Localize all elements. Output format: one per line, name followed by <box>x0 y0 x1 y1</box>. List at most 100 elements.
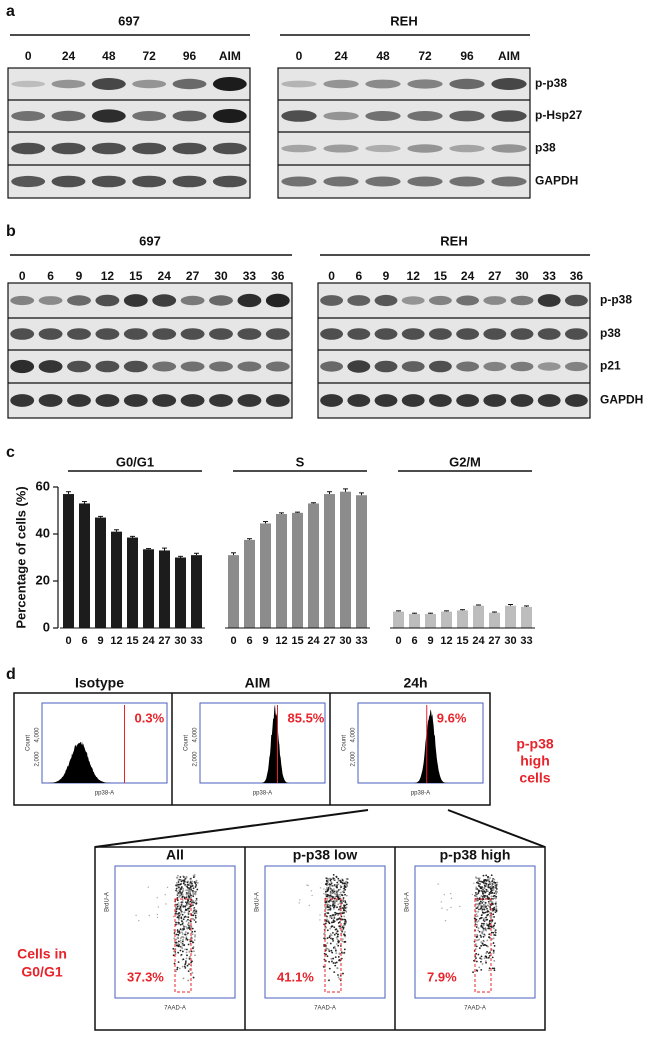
scatter-dot <box>343 915 346 918</box>
scatter-dot <box>181 950 184 953</box>
band <box>564 328 588 340</box>
scatter-dot <box>176 931 179 933</box>
bar <box>79 503 90 628</box>
scatter-dot <box>492 931 495 934</box>
scatter-dot <box>344 888 347 891</box>
scatter-dot <box>338 978 341 980</box>
scatter-dot <box>326 955 329 958</box>
scatter-dot <box>335 952 338 955</box>
scatter-dot <box>195 879 198 882</box>
bar <box>425 613 436 628</box>
scatter-dot <box>156 916 159 919</box>
band <box>428 295 452 306</box>
scatter-dot <box>344 901 347 904</box>
scatter-dot <box>484 895 487 897</box>
plot-area <box>41 702 168 784</box>
scatter-dot <box>185 925 187 928</box>
scatter-dot <box>482 940 485 943</box>
scatter-dot <box>481 911 484 914</box>
scatter-dot <box>186 964 189 967</box>
band <box>38 328 63 340</box>
gate-percent: 7.9% <box>427 969 457 984</box>
scatter-dot <box>336 918 339 921</box>
scatter-dot <box>482 927 485 930</box>
scatter-dot <box>179 923 182 926</box>
scatter-dot <box>179 876 182 878</box>
scatter-dot <box>342 909 345 912</box>
scatter-dot <box>191 960 193 963</box>
scatter-dot <box>190 896 192 899</box>
scatter-dot <box>183 880 186 883</box>
scatter-dot <box>326 905 329 908</box>
band <box>510 328 534 340</box>
scatter-dot <box>181 893 184 896</box>
bar <box>489 612 500 628</box>
scatter-dot <box>177 933 180 936</box>
gate-box <box>474 898 492 993</box>
bar <box>276 514 287 628</box>
scatter-dot <box>481 963 484 965</box>
x-tick-label: 24 <box>307 635 320 647</box>
band <box>152 361 177 372</box>
scatter-dot <box>181 933 184 935</box>
scatter-dot <box>179 928 182 931</box>
scatter-dot <box>338 917 341 920</box>
scatter-dot <box>337 877 340 880</box>
scatter-dot <box>344 918 347 921</box>
band <box>510 295 534 306</box>
scatter-dot <box>481 926 484 929</box>
scatter-dot <box>186 938 189 941</box>
scatter-dot <box>193 930 196 933</box>
scatter-dot <box>478 966 481 969</box>
scatter-dot <box>181 899 184 901</box>
scatter-dot <box>187 908 190 911</box>
scatter-dot <box>324 922 327 925</box>
scatter-dot <box>482 874 485 877</box>
band <box>237 361 262 372</box>
band <box>123 394 148 407</box>
scatter-dot <box>339 888 342 891</box>
scatter-dot <box>180 892 183 895</box>
scatter-dot <box>493 906 496 909</box>
scatter-dot <box>195 902 198 905</box>
scatter-dot <box>179 883 181 886</box>
band <box>172 110 207 122</box>
scatter-dot <box>147 886 149 888</box>
bar <box>505 605 516 628</box>
scatter-dot <box>489 906 492 908</box>
scatter-dot <box>446 909 448 911</box>
scatter-dot <box>176 929 179 931</box>
protein-label: p38 <box>600 326 621 340</box>
band <box>401 361 425 372</box>
scatter-dot <box>493 897 496 900</box>
band <box>123 328 148 340</box>
scatter-dot <box>175 913 178 916</box>
scatter-dot <box>174 906 177 909</box>
scatter-dot <box>487 876 490 878</box>
scatter-dot <box>194 899 197 902</box>
scatter-dot <box>195 912 198 914</box>
scatter-dot <box>187 922 190 925</box>
band <box>11 142 46 155</box>
scatter-dot <box>329 927 332 930</box>
scatter-dot <box>157 906 160 908</box>
scatter-dot <box>186 893 189 895</box>
protein-label: p-p38 <box>600 293 632 307</box>
scatter-dot <box>480 936 483 938</box>
scatter-dot <box>299 899 301 901</box>
panel-label: a <box>6 3 15 20</box>
scatter-dot <box>495 887 498 890</box>
scatter-dot <box>341 879 344 882</box>
scatter-dot <box>341 938 344 941</box>
scatter-dot <box>493 969 496 972</box>
scatter-dot <box>328 897 331 899</box>
scatter-dot <box>329 935 331 937</box>
band <box>365 144 401 153</box>
scatter-dot <box>177 886 180 889</box>
y-tick-label: 0 <box>43 619 50 634</box>
scatter-dot <box>188 963 190 966</box>
scatter-dot <box>325 911 328 914</box>
bar <box>473 605 484 628</box>
scatter-dot <box>482 892 484 895</box>
scatter-dot <box>191 903 194 906</box>
